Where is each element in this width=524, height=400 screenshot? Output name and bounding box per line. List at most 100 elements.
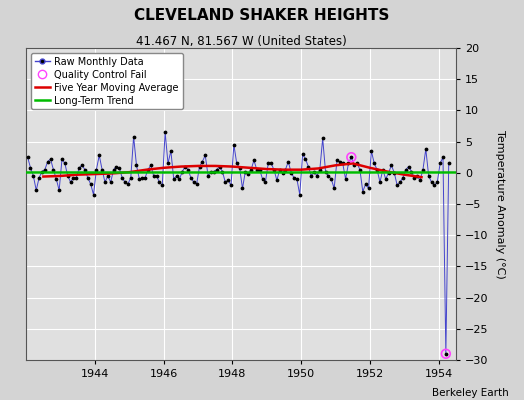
Point [149,173,158,179]
Point [201,152,210,158]
Point [127,174,135,181]
Point [115,165,124,171]
Point [210,168,218,175]
Point [258,176,267,182]
Point [267,160,275,167]
Point [75,165,83,171]
Point [218,168,226,175]
Point [101,179,109,185]
Point [112,163,121,170]
Point [221,179,230,185]
Point [401,166,410,173]
Point [356,166,364,173]
Point [310,168,318,175]
Point [407,168,416,175]
Point [106,179,115,185]
Point [410,174,419,181]
Point [227,182,235,188]
Point [430,182,439,188]
Point [63,173,72,179]
Point [78,162,86,168]
Point [296,192,304,198]
Point [26,165,35,171]
Point [324,173,333,179]
Point [129,134,138,140]
Point [181,163,189,170]
Point [428,179,436,185]
Point [281,166,290,173]
Point [339,160,347,167]
Point [43,158,52,165]
Point [307,173,315,179]
Point [61,160,69,167]
Point [172,173,181,179]
Point [241,168,249,175]
Point [250,157,258,164]
Point [439,154,447,160]
Point [315,166,324,173]
Point [84,174,92,181]
Point [319,135,327,142]
Point [38,168,46,175]
Point [424,173,433,179]
Legend: Raw Monthly Data, Quality Control Fail, Five Year Moving Average, Long-Term Tren: Raw Monthly Data, Quality Control Fail, … [31,53,183,109]
Point [92,166,101,173]
Point [207,168,215,175]
Point [264,160,272,167]
Point [233,160,241,167]
Point [422,146,430,152]
Point [330,185,339,192]
Point [367,148,376,154]
Point [164,160,172,167]
Point [433,179,441,185]
Point [215,163,224,170]
Point [175,176,183,182]
Point [161,129,169,136]
Point [152,173,161,179]
Point [358,188,367,195]
Point [342,176,350,182]
Point [144,166,152,173]
Point [278,170,287,176]
Point [385,170,393,176]
Point [89,192,97,198]
Point [399,174,407,181]
Point [362,181,370,187]
Point [344,160,353,167]
Point [213,166,221,173]
Point [353,160,361,167]
Point [118,174,126,181]
Point [321,168,330,175]
Point [104,173,112,179]
Point [158,182,167,188]
Point [52,176,60,182]
Point [370,160,378,167]
Point [390,170,398,176]
Point [58,156,66,162]
Point [72,174,81,181]
Point [98,166,106,173]
Point [347,154,355,160]
Point [256,166,264,173]
Point [276,166,284,173]
Point [141,174,149,181]
Point [124,181,132,187]
Point [138,174,146,181]
Point [284,158,292,165]
Point [293,176,301,182]
Point [235,165,244,171]
Point [46,156,54,162]
Point [405,163,413,170]
Point [247,166,255,173]
Point [287,170,296,176]
Point [272,177,281,184]
Point [198,158,206,165]
Point [24,154,32,160]
Point [387,162,396,168]
Point [416,177,424,184]
Point [224,177,232,184]
Point [49,166,58,173]
Point [195,163,204,170]
Point [35,174,43,181]
Point [396,179,404,185]
